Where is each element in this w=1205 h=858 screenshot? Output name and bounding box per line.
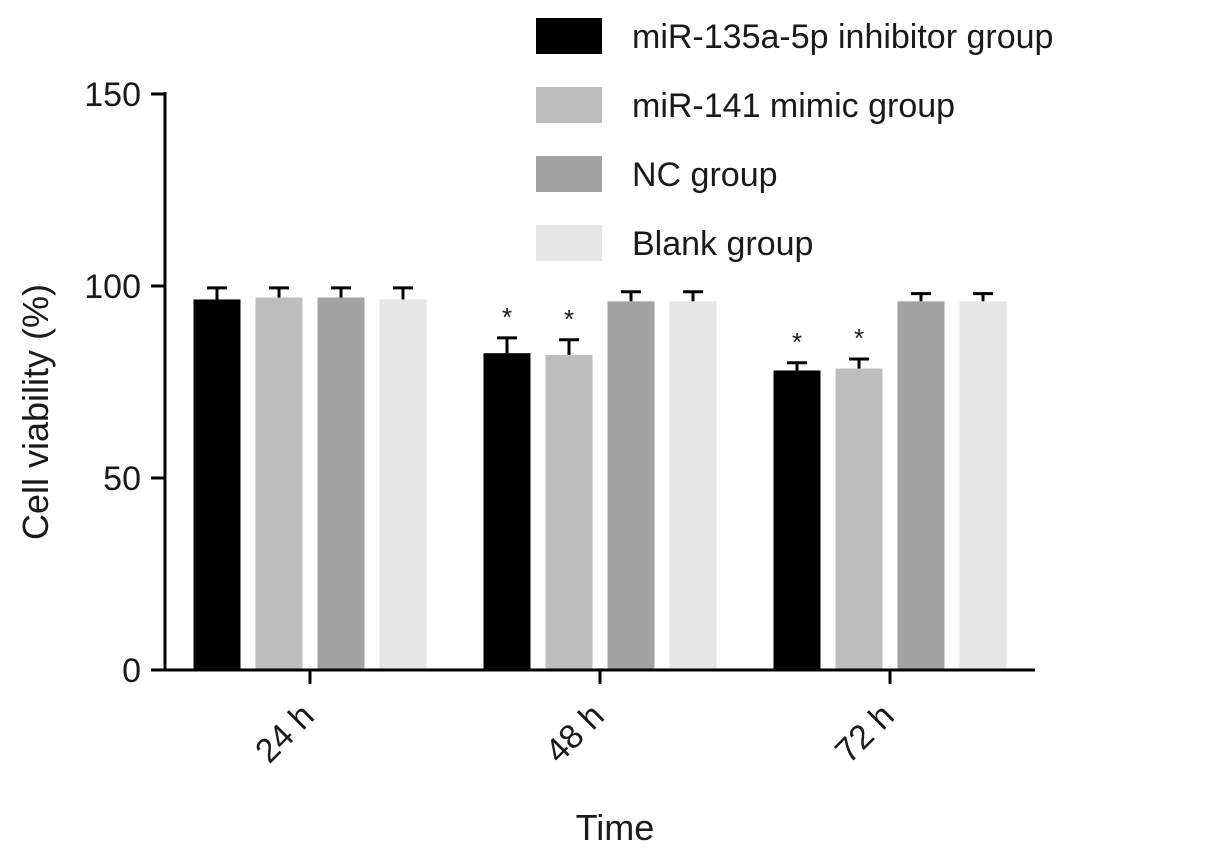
y-axis-ticks: 0 50 100 150 (84, 76, 165, 690)
bar (607, 301, 655, 670)
bar (773, 370, 821, 670)
legend-swatch (536, 87, 602, 123)
bar (193, 299, 241, 670)
y-tick-label: 100 (84, 268, 141, 306)
legend-label: NC group (632, 156, 778, 194)
x-tick-label: 24 h (248, 697, 322, 771)
bar (545, 355, 593, 670)
bar (835, 368, 883, 670)
legend: miR-135a-5p inhibitor group miR-141 mimic… (536, 18, 1053, 263)
bar (669, 301, 717, 670)
y-tick-label: 50 (103, 460, 141, 498)
bar (255, 297, 303, 670)
plot-area: * * * * (193, 286, 1007, 670)
y-tick-label: 0 (122, 652, 141, 690)
y-axis-title: Cell viability (%) (15, 284, 56, 540)
significance-marker: * (854, 323, 864, 353)
significance-marker: * (502, 302, 512, 332)
y-tick-label: 150 (84, 76, 141, 114)
bar (379, 299, 427, 670)
bar (317, 297, 365, 670)
legend-label: miR-135a-5p inhibitor group (632, 18, 1053, 56)
significance-marker: * (792, 327, 802, 357)
legend-label: miR-141 mimic group (632, 87, 955, 125)
legend-swatch (536, 225, 602, 261)
legend-swatch (536, 18, 602, 54)
x-tick-label: 72 h (828, 697, 902, 771)
x-tick-label: 48 h (538, 697, 612, 771)
bar (897, 301, 945, 670)
significance-marker: * (564, 304, 574, 334)
x-axis-title: Time (576, 807, 655, 848)
legend-swatch (536, 156, 602, 192)
bar (483, 353, 531, 670)
legend-label: Blank group (632, 225, 813, 263)
bar (959, 301, 1007, 670)
x-axis-ticks: 24 h 48 h 72 h (248, 670, 902, 770)
